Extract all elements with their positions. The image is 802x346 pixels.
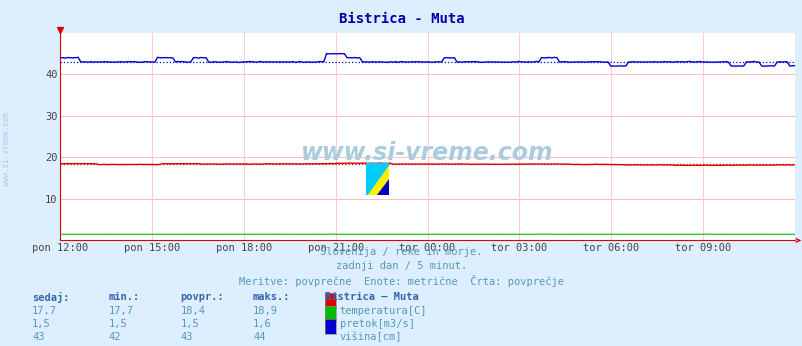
- Text: 1,5: 1,5: [180, 319, 199, 329]
- Polygon shape: [366, 163, 388, 195]
- Text: Slovenija / reke in morje.: Slovenija / reke in morje.: [320, 247, 482, 257]
- Text: višina[cm]: višina[cm]: [339, 332, 402, 343]
- Polygon shape: [366, 163, 388, 195]
- Text: www.si-vreme.com: www.si-vreme.com: [2, 112, 11, 186]
- Text: www.si-vreme.com: www.si-vreme.com: [301, 141, 553, 165]
- Text: 18,4: 18,4: [180, 306, 205, 316]
- Text: povpr.:: povpr.:: [180, 292, 224, 302]
- Text: pretok[m3/s]: pretok[m3/s]: [339, 319, 414, 329]
- Text: 17,7: 17,7: [108, 306, 133, 316]
- Text: 1,6: 1,6: [253, 319, 271, 329]
- Text: Meritve: povprečne  Enote: metrične  Črta: povprečje: Meritve: povprečne Enote: metrične Črta:…: [239, 275, 563, 287]
- Text: maks.:: maks.:: [253, 292, 290, 302]
- Text: 1,5: 1,5: [108, 319, 127, 329]
- Text: 17,7: 17,7: [32, 306, 57, 316]
- Text: 43: 43: [180, 332, 193, 342]
- Text: sedaj:: sedaj:: [32, 292, 70, 303]
- Polygon shape: [377, 179, 388, 195]
- Text: 42: 42: [108, 332, 121, 342]
- Text: 18,9: 18,9: [253, 306, 277, 316]
- Text: zadnji dan / 5 minut.: zadnji dan / 5 minut.: [335, 261, 467, 271]
- Text: 1,5: 1,5: [32, 319, 51, 329]
- Text: temperatura[C]: temperatura[C]: [339, 306, 427, 316]
- Text: 44: 44: [253, 332, 265, 342]
- Text: min.:: min.:: [108, 292, 140, 302]
- Text: 43: 43: [32, 332, 45, 342]
- Text: Bistrica - Muta: Bistrica - Muta: [338, 12, 464, 26]
- Text: Bistrica – Muta: Bistrica – Muta: [325, 292, 419, 302]
